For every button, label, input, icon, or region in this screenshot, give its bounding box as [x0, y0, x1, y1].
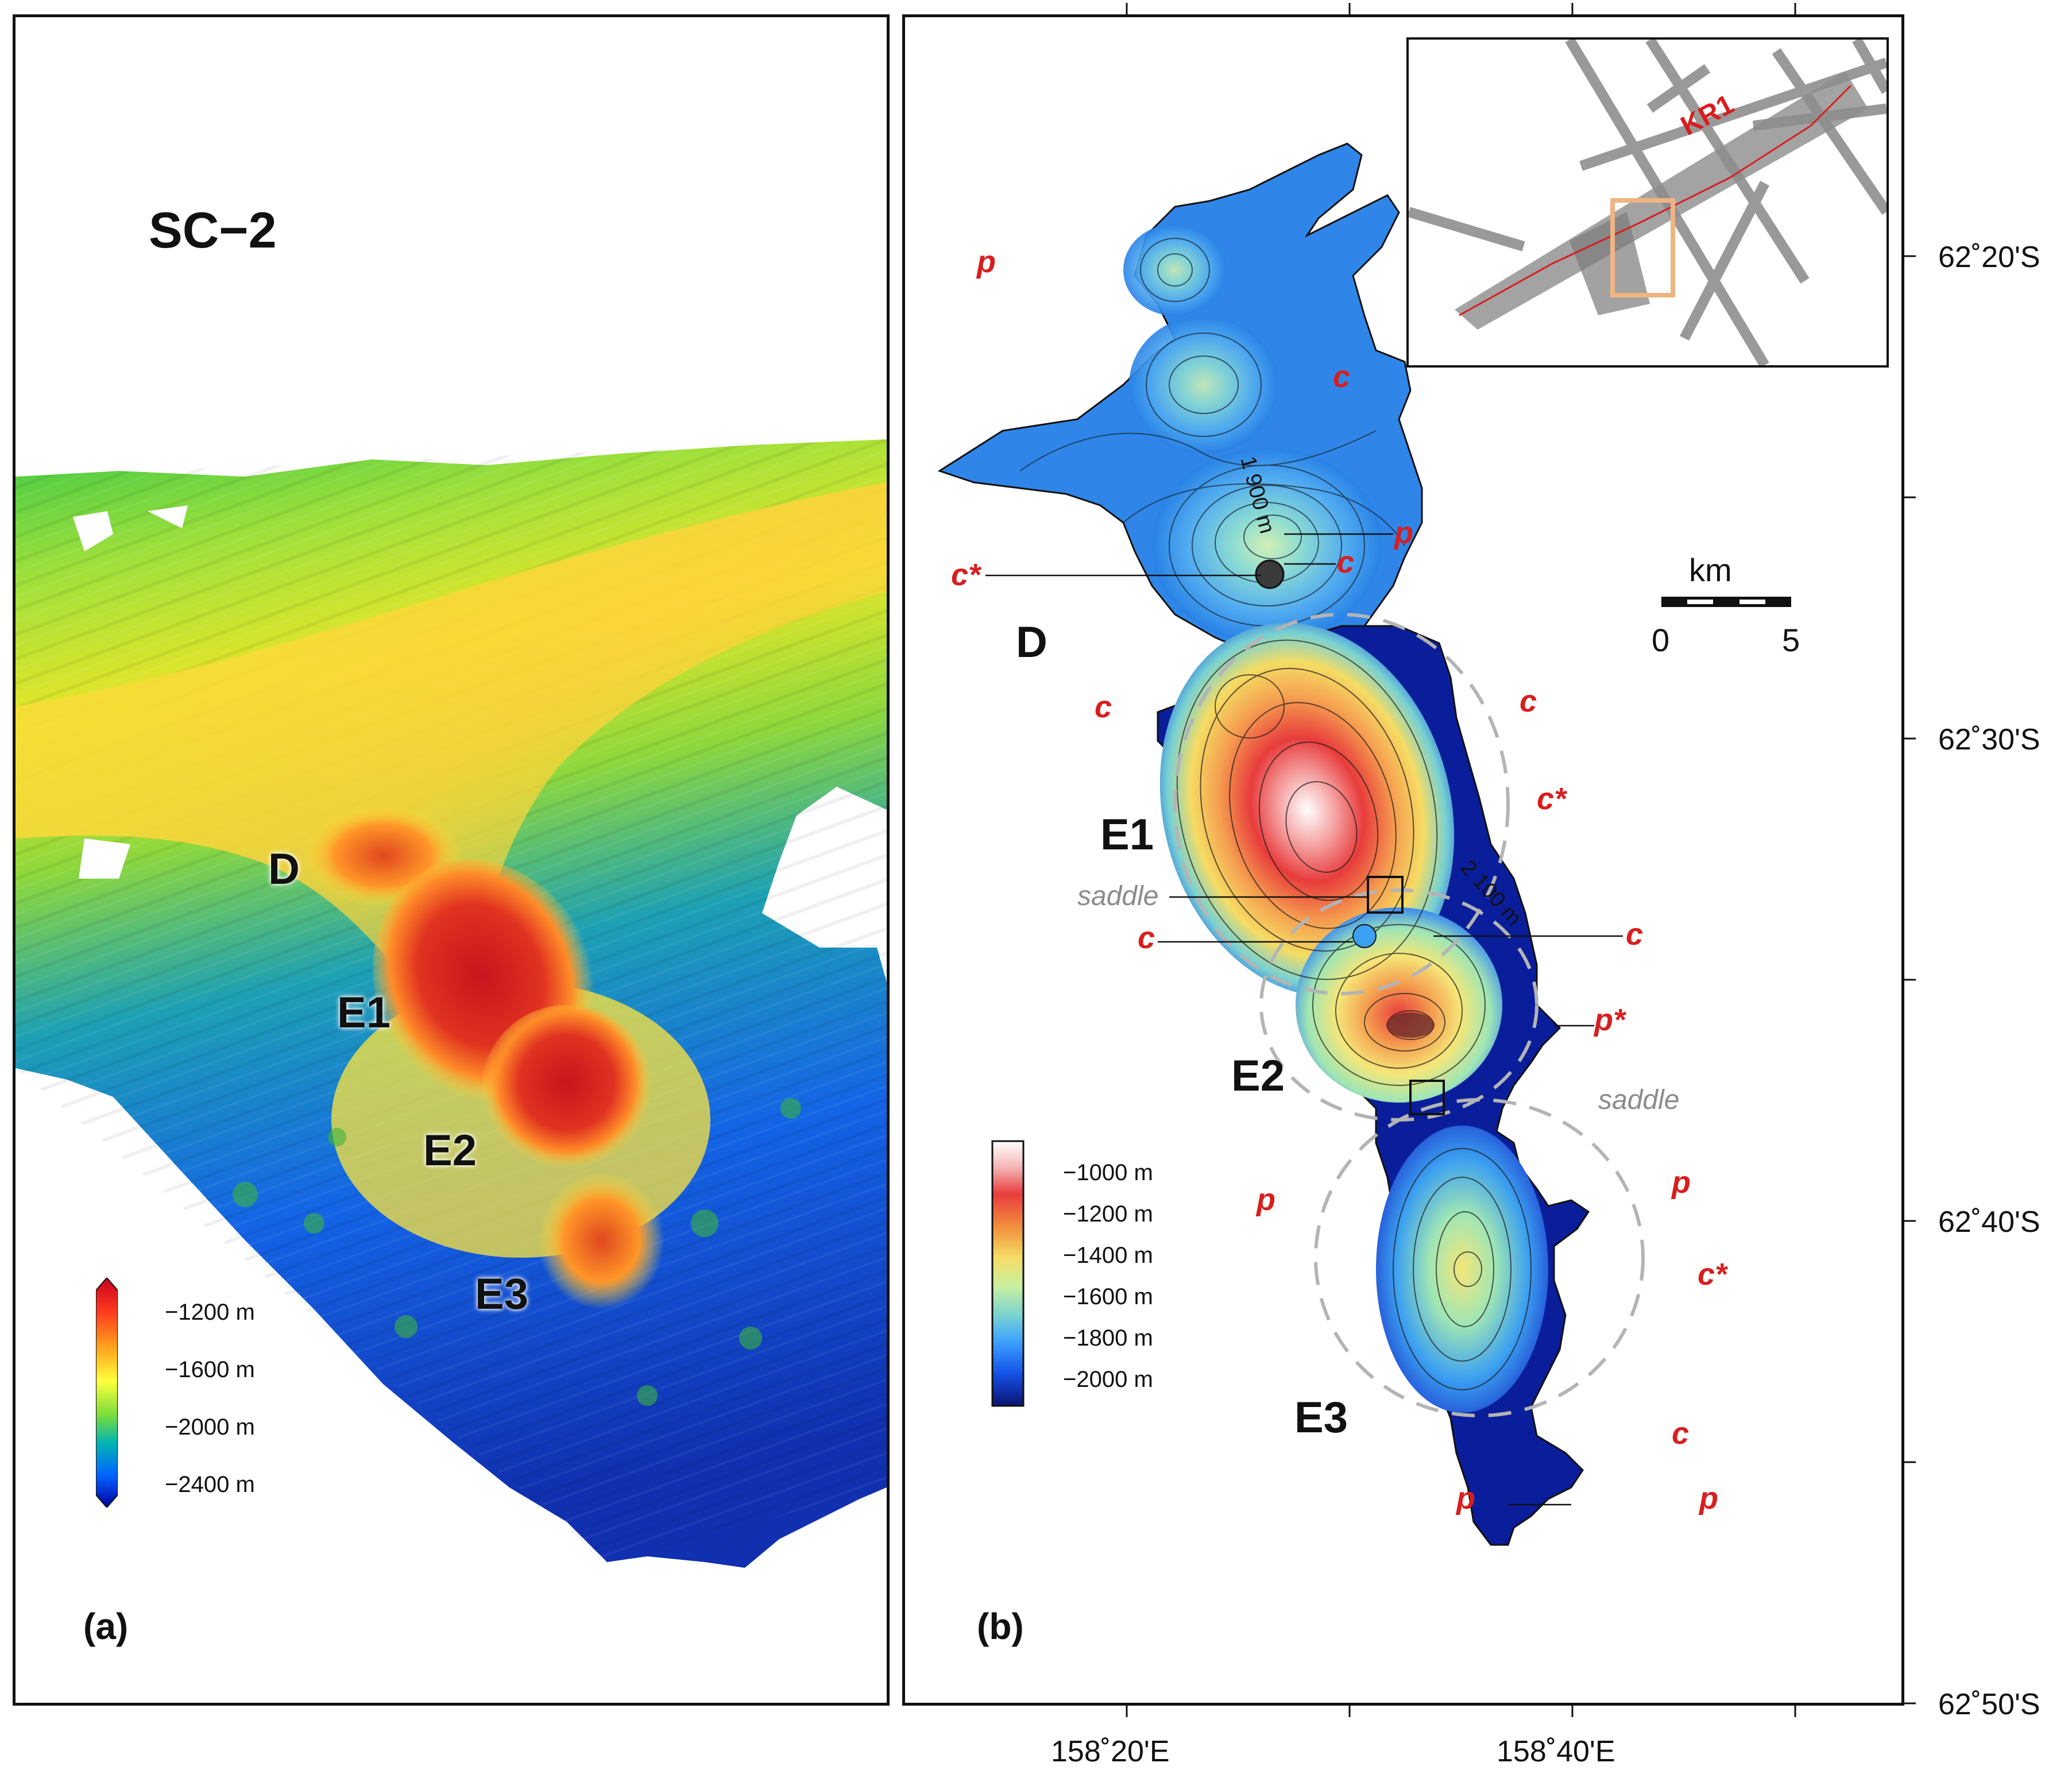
d-summit-north	[1123, 224, 1227, 316]
ann-p-bottom-left: p	[1456, 1481, 1475, 1516]
label-a-e1: E1	[337, 988, 391, 1037]
cbar-b-tick-1: −1000 m	[1063, 1160, 1153, 1185]
label-b-d: D	[1016, 618, 1047, 667]
panel-a-3d-view: SC−2 D E1 E2 E3	[13, 14, 890, 1706]
panel-a-title: SC−2	[149, 202, 277, 258]
label-b-e3: E3	[1294, 1393, 1348, 1442]
panel-b-contour-map: D E1 E2 E3 p c p c c* c c c* c c p* p p …	[902, 14, 1904, 1706]
e-contours	[1176, 639, 1532, 1390]
saddle-box-1	[1367, 876, 1404, 914]
saddle-depression	[1352, 924, 1377, 948]
lat-tick-1: 62˚20'S	[1938, 241, 2040, 274]
ann-p-top: p	[977, 245, 996, 279]
d-summit-main	[1152, 448, 1382, 643]
label-a-d: D	[268, 845, 300, 894]
label-a-e2: E2	[423, 1126, 477, 1175]
d-crater	[1255, 559, 1285, 589]
panel-b-label: (b)	[977, 1606, 1024, 1647]
e2-summit	[1296, 907, 1502, 1103]
lat-tick-4: 62˚50'S	[1938, 1688, 2040, 1721]
e3-summit	[1376, 1126, 1548, 1413]
leader-lines	[985, 533, 1623, 1506]
saddle-label-1: saddle	[1077, 881, 1159, 911]
lon-tick-2: 158˚40'E	[1497, 1735, 1615, 1768]
panel-a-terrain	[16, 439, 887, 1568]
ann-p-right-e3: p	[1672, 1165, 1691, 1200]
saddle-label-2: saddle	[1598, 1085, 1680, 1115]
e1-summit	[1159, 623, 1455, 997]
panel-b-map	[937, 142, 1645, 1546]
lat-tick-2: 62˚30'S	[1938, 723, 2040, 756]
ann-cstar-d: c*	[951, 558, 981, 592]
ann-p-left-e3: p	[1257, 1182, 1275, 1217]
panel-a-label: (a)	[83, 1606, 129, 1647]
seamounts	[233, 1098, 801, 1406]
cbar-a-tick-1: −1200 m	[165, 1300, 255, 1325]
cbar-b-tick-2: −1200 m	[1063, 1201, 1153, 1227]
e2-crater	[1386, 1012, 1435, 1038]
label-b-e2: E2	[1231, 1052, 1285, 1100]
scalebar-tick-0: 0	[1652, 622, 1670, 658]
cbar-b-tick-4: −1600 m	[1063, 1284, 1153, 1309]
ann-c-d1: c	[1337, 545, 1355, 579]
ann-c-left-e1: c	[1095, 690, 1112, 724]
ann-cstar-right-e3: c*	[1698, 1257, 1727, 1292]
ann-p-bottom-right: p	[1699, 1481, 1718, 1516]
ann-p-d1: p	[1394, 516, 1413, 550]
ann-c-right-low: c	[1672, 1416, 1690, 1451]
ann-c-upper-right: c	[1333, 360, 1351, 394]
peak-e2	[481, 1005, 653, 1177]
panel-b-colorbar	[991, 1140, 1025, 1407]
cbar-a-tick-4: −2400 m	[165, 1472, 255, 1497]
lon-tick-1: 158˚20'E	[1051, 1735, 1170, 1768]
cbar-a-tick-2: −1600 m	[165, 1357, 255, 1382]
scalebar-tick-5: 5	[1782, 622, 1800, 658]
inset-tracks	[1409, 40, 1887, 365]
cbar-b-tick-3: −1400 m	[1063, 1243, 1153, 1268]
ridge-band	[16, 482, 887, 1051]
d-summit-mid	[1129, 316, 1278, 454]
cbar-b-tick-5: −1800 m	[1063, 1325, 1153, 1351]
label-a-e3: E3	[475, 1270, 528, 1319]
inset-map: KR1	[1406, 37, 1889, 368]
lat-tick-3: 62˚40'S	[1938, 1205, 2040, 1239]
saddle-box-2	[1409, 1080, 1445, 1115]
cbar-a-tick-3: −2000 m	[165, 1414, 255, 1440]
ann-c-right-e1: c	[1520, 684, 1537, 718]
scalebar-unit: km	[1689, 552, 1732, 588]
ann-c-left-saddle: c	[1138, 921, 1155, 955]
cbar-b-tick-6: −2000 m	[1063, 1367, 1153, 1392]
data-gaps	[73, 505, 188, 879]
peak-e3	[538, 1172, 664, 1309]
label-b-e1: E1	[1100, 810, 1154, 859]
ann-c-right-saddle: c	[1626, 917, 1644, 952]
ann-cstar-right-e1: c*	[1537, 782, 1567, 816]
dashed-outlines	[1173, 613, 1645, 1417]
ann-pstar-e2: p*	[1594, 1003, 1625, 1037]
scalebar	[1661, 597, 1791, 607]
